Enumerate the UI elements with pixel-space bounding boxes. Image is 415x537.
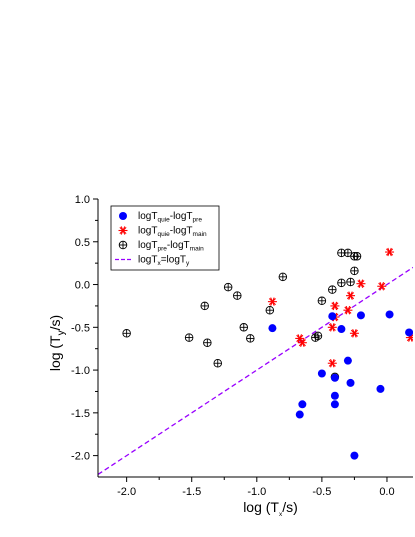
data-point bbox=[330, 400, 339, 409]
data-point bbox=[376, 384, 385, 393]
y-axis-title: log (Ty/s) bbox=[47, 315, 67, 371]
data-point bbox=[317, 296, 327, 306]
data-point bbox=[343, 248, 353, 258]
data-point bbox=[203, 338, 212, 347]
data-point bbox=[239, 323, 249, 332]
y-tick-label: -2.0 bbox=[71, 451, 90, 463]
data-point bbox=[298, 400, 307, 409]
y-axis: 1.0 0.5 0.0 -0.5 -1.0 -1.5 -2.0 bbox=[71, 194, 99, 477]
legend-entry-2: logTpre-logTmain bbox=[138, 240, 204, 253]
plot-content bbox=[98, 247, 413, 475]
y-tick-label: 1.0 bbox=[75, 194, 90, 206]
x-axis: -2.0 -1.5 -1.0 -0.5 0.0 bbox=[98, 476, 413, 498]
reference-line bbox=[98, 266, 413, 475]
data-point bbox=[317, 369, 326, 378]
data-point bbox=[184, 333, 194, 342]
data-point bbox=[350, 451, 359, 460]
data-point bbox=[297, 338, 307, 347]
series-1 bbox=[267, 247, 413, 368]
data-point bbox=[213, 358, 223, 368]
data-point bbox=[405, 328, 413, 337]
data-point bbox=[350, 266, 359, 276]
x-tick-label: 0.0 bbox=[379, 486, 394, 498]
data-point bbox=[343, 356, 352, 365]
data-point bbox=[346, 378, 355, 387]
data-point bbox=[327, 358, 337, 368]
y-tick-label: 0.5 bbox=[75, 237, 90, 249]
data-point bbox=[122, 329, 131, 338]
data-point bbox=[330, 391, 339, 400]
data-point bbox=[343, 305, 353, 315]
data-point bbox=[330, 373, 339, 382]
data-point bbox=[327, 323, 337, 332]
data-point bbox=[356, 311, 365, 320]
y-tick-label: -1.0 bbox=[71, 365, 90, 377]
x-tick-label: -0.5 bbox=[312, 486, 331, 498]
plot-area bbox=[98, 247, 413, 475]
legend: logTquie-logTpre logTquie-logTmainlogTpre… bbox=[110, 205, 220, 271]
y-tick-label: -1.5 bbox=[71, 408, 90, 420]
data-point bbox=[349, 329, 359, 338]
data-point bbox=[267, 297, 277, 306]
x-tick-label: -2.0 bbox=[117, 486, 136, 498]
legend-marker bbox=[118, 240, 128, 250]
data-point bbox=[246, 334, 255, 343]
legend-entry-0: logTquie-logTpre bbox=[138, 211, 202, 224]
legend-marker bbox=[118, 226, 128, 235]
data-point bbox=[268, 324, 277, 333]
data-point bbox=[330, 301, 340, 311]
x-axis-title: log (Tx/s) bbox=[243, 499, 298, 518]
data-point bbox=[295, 410, 304, 419]
x-tick-label: -1.5 bbox=[182, 486, 201, 498]
series-0 bbox=[268, 310, 413, 460]
legend-marker bbox=[119, 212, 127, 220]
series-2 bbox=[122, 248, 362, 382]
data-point bbox=[352, 252, 362, 261]
data-point bbox=[385, 310, 394, 319]
data-point bbox=[346, 291, 356, 300]
data-point bbox=[278, 272, 288, 282]
data-point bbox=[377, 281, 387, 291]
x-tick-label: -1.0 bbox=[247, 486, 266, 498]
data-point bbox=[356, 279, 366, 288]
data-point bbox=[328, 312, 337, 321]
legend-entry-1: logTquie-logTmain bbox=[138, 226, 207, 239]
data-point bbox=[200, 301, 209, 311]
data-point bbox=[313, 331, 323, 341]
data-point bbox=[233, 291, 242, 300]
data-point bbox=[337, 325, 346, 334]
data-point bbox=[346, 277, 355, 287]
legend-entry-3: logTx=logTy bbox=[138, 255, 190, 268]
data-point bbox=[328, 285, 337, 294]
y-tick-label: -0.5 bbox=[71, 322, 90, 334]
data-point bbox=[385, 247, 395, 257]
y-tick-label: 0.0 bbox=[75, 280, 90, 292]
data-point bbox=[223, 282, 233, 292]
data-point bbox=[265, 305, 275, 315]
data-point bbox=[337, 278, 346, 288]
